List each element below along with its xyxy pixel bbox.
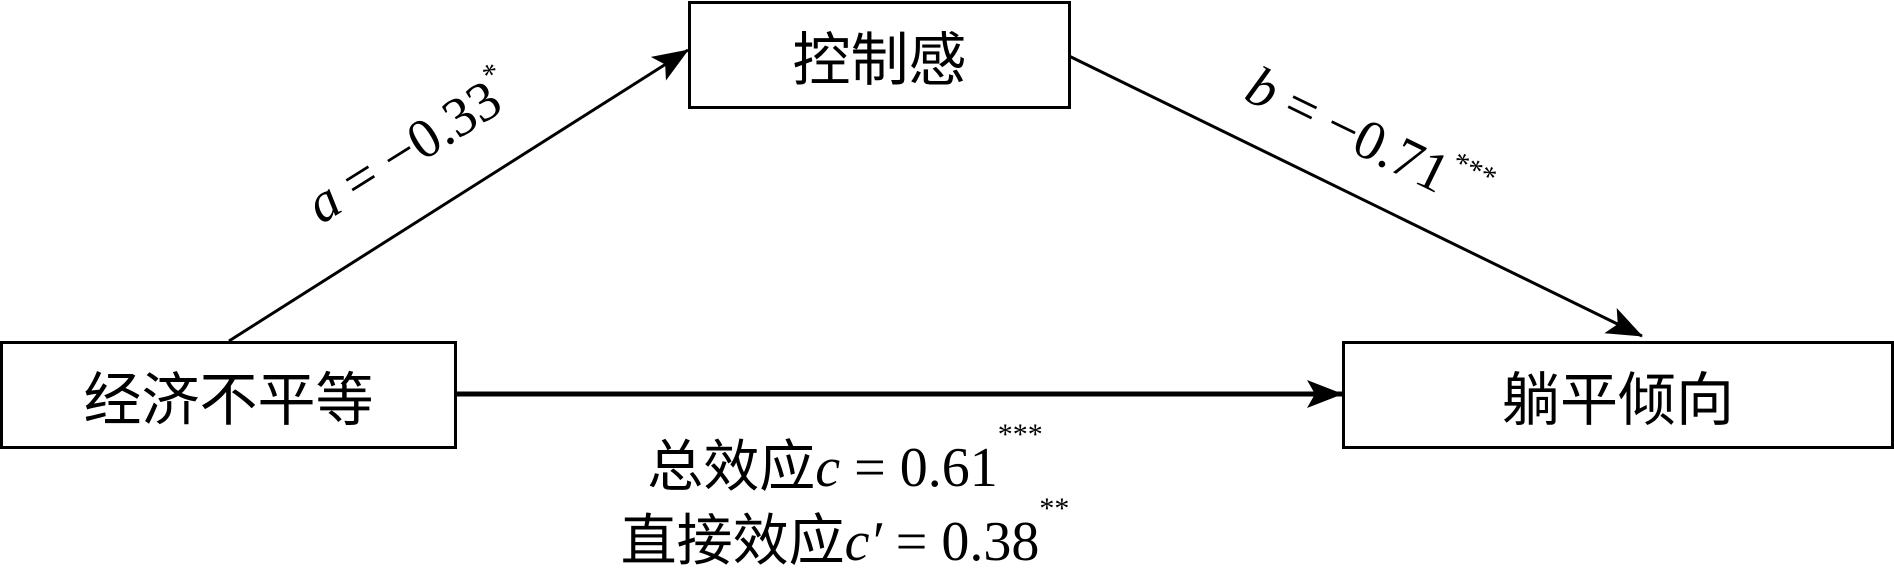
direct-effect-value: = 0.38 [881,511,1040,573]
arrow-b [1068,54,1643,338]
total-effect-label: 总效应c = 0.61*** [545,418,1145,503]
arrow-a [228,48,689,343]
direct-effect-prefix: 直接效应 [620,511,845,573]
total-effect-symbol: c [815,437,841,499]
node-dependent: 躺平倾向 [1342,341,1894,449]
direct-effect-label: 直接效应c′ = 0.38** [545,492,1145,577]
total-effect-prefix: 总效应 [647,437,816,499]
direct-effect-sig: ** [1039,492,1070,525]
total-effect-value: = 0.61 [840,437,998,499]
total-effect-sig: *** [997,418,1043,451]
node-independent: 经济不平等 [0,341,457,449]
node-mediator: 控制感 [688,1,1071,109]
direct-effect-symbol: c′ [844,511,882,573]
